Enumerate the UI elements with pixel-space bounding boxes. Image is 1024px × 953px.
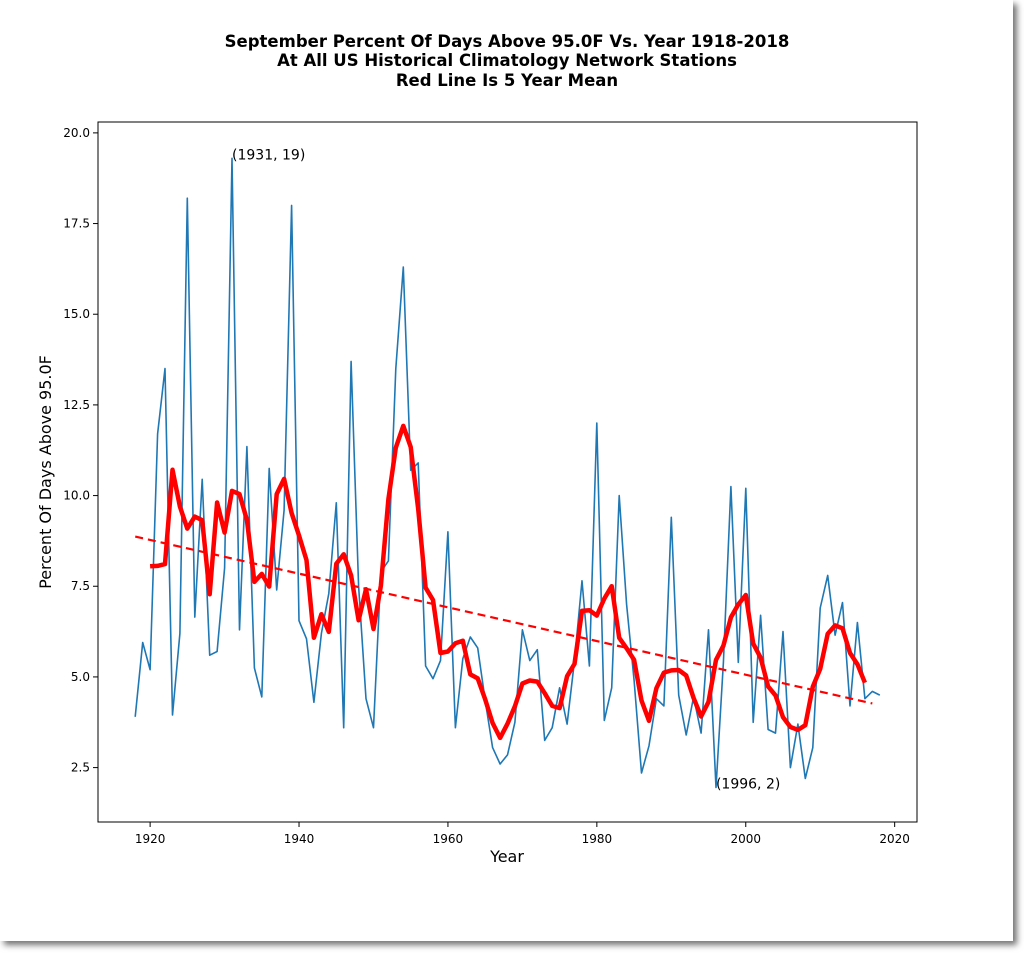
y-tick-label: 15.0	[63, 307, 90, 321]
axes: 1920 1940 1960 1980 2000 2020 2.5 5.0 7.5 10.0 12.…	[63, 121, 918, 846]
axes-frame	[97, 121, 918, 823]
figure-card	[0, 0, 1013, 941]
series-5yr-mean-line	[149, 423, 867, 741]
title-line-2: At All US Historical Climatology Network…	[277, 51, 737, 70]
x-tick-label: 1940	[284, 832, 315, 846]
plot-area: (1931, 19) (1996, 2)	[134, 147, 881, 793]
annotation-0: (1931, 19)	[232, 147, 305, 163]
y-tick-label: 10.0	[63, 489, 90, 503]
x-axis-label: Year	[489, 847, 524, 866]
x-tick-label: 1980	[582, 832, 613, 846]
y-axis-label: Percent Of Days Above 95.0F	[36, 355, 55, 589]
title-line-1: September Percent Of Days Above 95.0F Vs…	[225, 32, 790, 51]
y-tick-label: 17.5	[63, 217, 90, 231]
y-tick-label: 12.5	[63, 398, 90, 412]
y-tick-label: 20.0	[63, 126, 90, 140]
x-tick-label: 2000	[730, 832, 761, 846]
y-tick-label: 7.5	[71, 579, 90, 593]
y-tick-label: 5.0	[71, 670, 90, 684]
title-line-3: Red Line Is 5 Year Mean	[396, 71, 618, 90]
x-tick-label: 1920	[135, 832, 166, 846]
x-tick-label: 2020	[879, 832, 910, 846]
y-tick-label: 2.5	[71, 761, 90, 775]
x-tick-label: 1960	[433, 832, 464, 846]
series-annual-line	[134, 157, 881, 789]
trend-line	[134, 535, 873, 705]
annotation-1: (1996, 2)	[716, 777, 780, 793]
chart-title: September Percent Of Days Above 95.0F Vs…	[225, 32, 790, 90]
